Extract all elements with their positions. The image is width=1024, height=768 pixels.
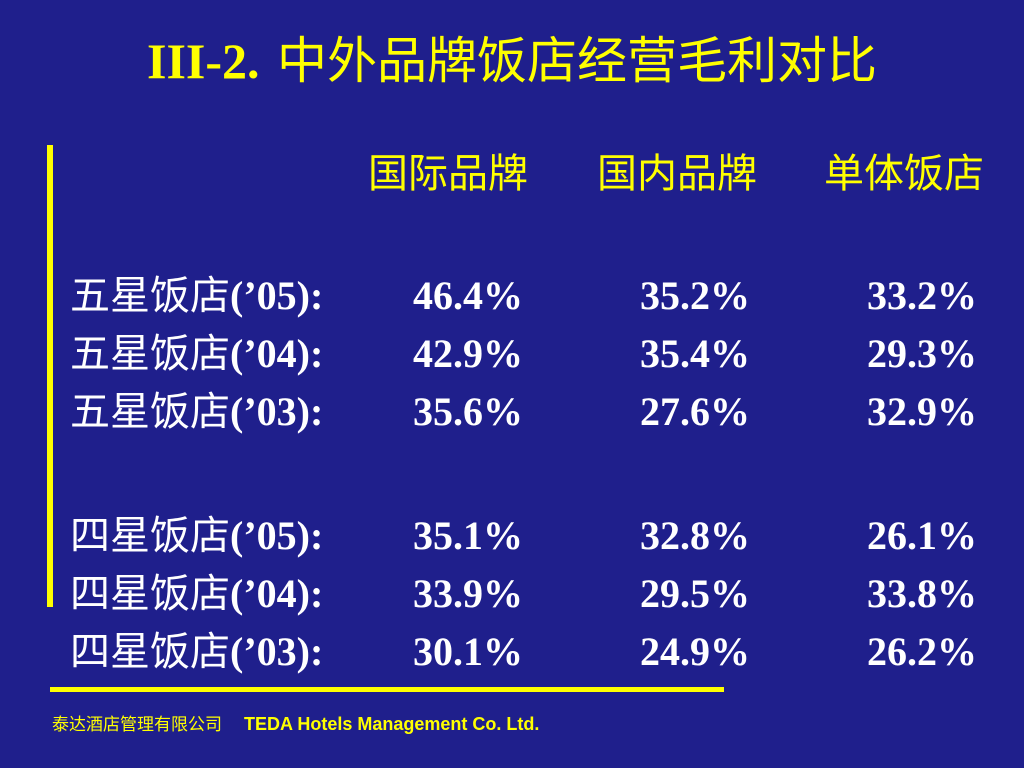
table-row: 五星饭店(’05): 46.4% 35.2% 33.2%: [70, 268, 1010, 324]
row-label: 五星饭店(’04):: [70, 326, 323, 382]
value-domestic: 35.2%: [640, 273, 750, 318]
row-label-year: (’05):: [230, 513, 324, 558]
value-international: 30.1%: [413, 629, 523, 674]
table-row: 五星饭店(’04): 42.9% 35.4% 29.3%: [70, 326, 1010, 382]
slide-title: III-2. 中外品牌饭店经营毛利对比: [0, 26, 1024, 96]
value-international: 35.1%: [413, 513, 523, 558]
value-domestic: 32.8%: [640, 513, 750, 558]
value-independent: 32.9%: [867, 389, 977, 434]
footer: 泰达酒店管理有限公司 TEDA Hotels Management Co. Ltd…: [52, 711, 539, 738]
row-label-hotel: 四星饭店: [70, 513, 230, 559]
table-row: 四星饭店(’04): 33.9% 29.5% 33.8%: [70, 566, 1010, 622]
column-header-independent: 单体饭店: [824, 151, 984, 197]
value-domestic: 35.4%: [640, 331, 750, 376]
column-header-international: 国际品牌: [368, 151, 528, 197]
row-label-hotel: 五星饭店: [70, 273, 230, 319]
value-international: 42.9%: [413, 331, 523, 376]
footer-company-en: TEDA Hotels Management Co. Ltd.: [244, 714, 540, 734]
slide-title-main: 中外品牌饭店经营毛利对比: [276, 32, 877, 90]
row-label: 五星饭店(’05):: [70, 268, 323, 324]
row-label-year: (’04):: [230, 571, 324, 616]
footer-company-cn: 泰达酒店管理有限公司: [52, 715, 222, 735]
table-row: 四星饭店(’03): 30.1% 24.9% 26.2%: [70, 624, 1010, 680]
value-independent: 33.8%: [867, 571, 977, 616]
value-domestic: 27.6%: [640, 389, 750, 434]
value-domestic: 24.9%: [640, 629, 750, 674]
value-international: 35.6%: [413, 389, 523, 434]
horizontal-accent-line: [50, 687, 724, 692]
row-label: 四星饭店(’04):: [70, 566, 323, 622]
value-international: 46.4%: [413, 273, 523, 318]
value-independent: 26.2%: [867, 629, 977, 674]
row-label-year: (’03):: [230, 629, 324, 674]
value-international: 33.9%: [413, 571, 523, 616]
table-row: 五星饭店(’03): 35.6% 27.6% 32.9%: [70, 384, 1010, 440]
value-independent: 33.2%: [867, 273, 977, 318]
table-row: 四星饭店(’05): 35.1% 32.8% 26.1%: [70, 508, 1010, 564]
row-label: 四星饭店(’05):: [70, 508, 323, 564]
row-label-year: (’05):: [230, 273, 324, 318]
slide-title-prefix: III-2.: [147, 33, 260, 89]
row-label: 五星饭店(’03):: [70, 384, 323, 440]
row-label-hotel: 四星饭店: [70, 629, 230, 675]
row-label-hotel: 五星饭店: [70, 331, 230, 377]
row-label-hotel: 五星饭店: [70, 389, 230, 435]
row-label: 四星饭店(’03):: [70, 624, 323, 680]
row-label-year: (’04):: [230, 331, 324, 376]
row-label-hotel: 四星饭店: [70, 571, 230, 617]
value-independent: 29.3%: [867, 331, 977, 376]
column-header-domestic: 国内品牌: [597, 151, 757, 197]
vertical-accent-line: [47, 145, 53, 607]
value-domestic: 29.5%: [640, 571, 750, 616]
row-label-year: (’03):: [230, 389, 324, 434]
value-independent: 26.1%: [867, 513, 977, 558]
